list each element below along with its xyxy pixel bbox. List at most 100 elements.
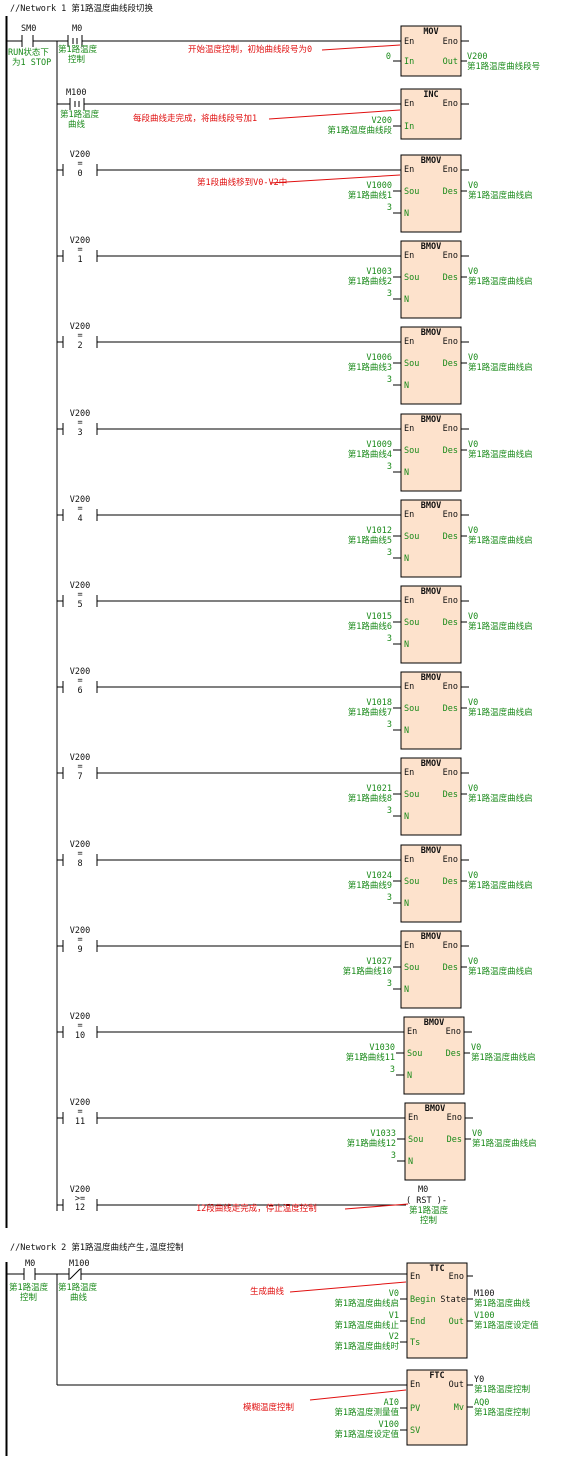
ttc-begin-label: Begin (410, 1295, 436, 1305)
ttc-state-label: State (440, 1295, 466, 1305)
rst-coil-address: M0 (418, 1185, 428, 1195)
bmov-sou-label: Sou (404, 618, 419, 628)
bmov-n-value: 3 (387, 203, 392, 213)
n2-m0-address: M0 (25, 1259, 35, 1269)
mov-out-comment: 第1路温度曲线段号 (467, 61, 540, 72)
rst-coil-m0[interactable]: M0 ( RST )- 第1路温度 控制 (406, 1185, 449, 1226)
compare-op: = (77, 1021, 82, 1031)
inc-in-label: In (404, 122, 414, 132)
contact-m100-nc[interactable]: M100 第1路温度 曲线 (58, 1259, 98, 1303)
bmov-annotation-leader (269, 174, 401, 184)
compare-contact-eq-3[interactable]: V200=3 (57, 409, 98, 438)
n2-m100-comment-2: 曲线 (70, 1292, 88, 1303)
mov-annotation-leader (321, 44, 401, 51)
contact-m0-pulse[interactable]: M0 第1路温度 控制 (58, 24, 98, 65)
bmov-eno: Eno (443, 941, 458, 951)
ftc-en: En (410, 1380, 420, 1390)
bmov-sou-label: Sou (407, 1049, 422, 1059)
compare-contact-eq-1[interactable]: V200=1 (57, 236, 98, 265)
ge-compare-op: >= (75, 1194, 85, 1204)
compare-contact-eq-10[interactable]: V200=10 (57, 1012, 98, 1041)
rung-mov[interactable]: SM0 RUN状态下 为1 STOP M0 第1路温度 控制 MOV En En… (7, 24, 540, 77)
ttc-state-comment: 第1路温度曲线 (474, 1298, 531, 1309)
bmov-n-label: N (404, 726, 409, 736)
bmov-n-value: 3 (387, 806, 392, 816)
bmov-n-value: 3 (387, 720, 392, 730)
ttc-begin-address: V0 (389, 1289, 399, 1299)
ftc-block[interactable]: FTC En Out PV SV Mv AI0 第1路温度测量值 V100 第1… (334, 1369, 530, 1446)
bmov-des-comment: 第1路温度曲线启 (471, 1052, 536, 1063)
compare-op: = (77, 159, 82, 169)
bmov-eno: Eno (447, 1113, 462, 1123)
ttc-block[interactable]: TTC En Eno Begin End Ts State Out V0 第1路… (334, 1262, 539, 1359)
rung-inc[interactable]: M100 第1路温度 曲线 INC En Eno In V200 第1路温度曲线… (56, 41, 469, 140)
rst-coil-comment-2: 控制 (420, 1215, 437, 1226)
bmov-eno: Eno (443, 337, 458, 347)
rung-ftc[interactable]: FTC En Out PV SV Mv AI0 第1路温度测量值 V100 第1… (56, 1274, 530, 1446)
inc-en: En (404, 99, 414, 109)
compare-contact-eq-7[interactable]: V200=7 (57, 753, 98, 782)
mov-in-value: 0 (386, 52, 391, 62)
compare-contact-eq-6[interactable]: V200=6 (57, 667, 98, 696)
rung-rst[interactable]: V200 >= 12 M0 ( RST )- 第1路温度 控制 12段曲线走完成… (56, 1185, 449, 1226)
rung-ttc[interactable]: M0 第1路温度 控制 M100 第1路温度 曲线 TTC En Eno Beg… (7, 1259, 539, 1359)
network-2-title: //Network 2 第1路温度曲线产生,温度控制 (10, 1242, 184, 1253)
ttc-name: TTC (429, 1264, 444, 1274)
contact-m0[interactable]: M0 第1路温度 控制 (9, 1259, 49, 1303)
compare-contact-eq-5[interactable]: V200=5 (57, 581, 98, 610)
ttc-ts-comment: 第1路温度曲线时 (334, 1341, 399, 1352)
bmov-name: BMOV (421, 415, 441, 425)
compare-contact-eq-8[interactable]: V200=8 (57, 840, 98, 869)
bmov-des-comment: 第1路温度曲线启 (468, 966, 533, 977)
compare-contact-eq-4[interactable]: V200=4 (57, 495, 98, 524)
contact-m100-pulse[interactable]: M100 第1路温度 曲线 (60, 88, 100, 130)
bmov-des-comment: 第1路温度曲线启 (468, 793, 533, 804)
bmov-eno: Eno (443, 251, 458, 261)
mov-en: En (404, 37, 414, 47)
bmov-n-label: N (404, 985, 409, 995)
compare-contact-ge-12[interactable]: V200 >= 12 (56, 1185, 98, 1213)
bmov-des-address: V0 (468, 526, 478, 536)
compare-contact-eq-11[interactable]: V200=11 (57, 1098, 98, 1127)
compare-value: 8 (77, 859, 82, 869)
inc-block[interactable]: INC En Eno In V200 第1路温度曲线段 (327, 88, 469, 140)
ftc-annotation: 模糊温度控制 (243, 1402, 294, 1413)
compare-contact-eq-0[interactable]: V200=0 (57, 150, 98, 179)
contact-sm0[interactable]: SM0 RUN状态下 为1 STOP (8, 24, 51, 68)
rst-coil-text: ( RST )- (406, 1196, 447, 1206)
ftc-sv-label: SV (410, 1426, 420, 1436)
compare-contact-eq-2[interactable]: V200=2 (57, 322, 98, 351)
n2-m100-address: M100 (69, 1259, 89, 1269)
bmov-sou-comment: 第1路曲线8 (348, 793, 392, 804)
ttc-begin-comment: 第1路温度曲线启 (334, 1298, 399, 1309)
ftc-sv-comment: 第1路温度设定值 (334, 1429, 399, 1440)
compare-contact-eq-9[interactable]: V200=9 (57, 926, 98, 955)
mov-block[interactable]: MOV En Eno In Out 0 V200 第1路温度曲线段号 (386, 25, 540, 77)
mov-in-label: In (404, 57, 414, 67)
